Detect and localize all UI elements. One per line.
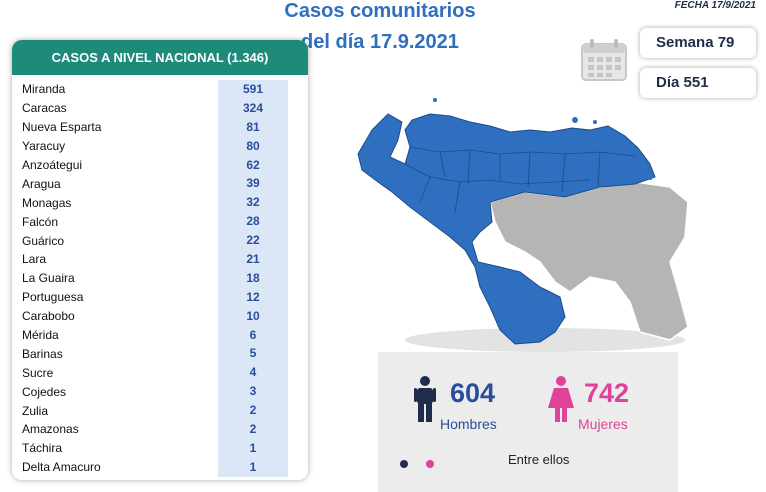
- case-count: 39: [218, 174, 288, 194]
- table-row: Amazonas 2: [20, 420, 296, 439]
- title-line-1: Casos comunitarios: [284, 0, 476, 22]
- table-row: Miranda 591: [20, 80, 296, 99]
- case-count: 22: [218, 231, 288, 251]
- case-count: 2: [218, 420, 288, 439]
- case-count: 1: [218, 457, 288, 477]
- case-count: 10: [218, 306, 288, 326]
- state-name: Carabobo: [22, 309, 75, 324]
- female-icon: [548, 376, 574, 422]
- state-name: Portuguesa: [22, 290, 84, 305]
- date-label: FECHA 17/9/2021: [674, 0, 756, 11]
- state-name: Yaracuy: [22, 139, 66, 154]
- table-row: Sucre 4: [20, 363, 296, 383]
- state-name: Zulia: [22, 403, 49, 418]
- table-row: Portuguesa 12: [20, 287, 296, 307]
- table-row: Táchira 1: [20, 438, 296, 458]
- state-name: Lara: [22, 252, 47, 267]
- dia-box: Día 551: [640, 68, 756, 98]
- state-name: Caracas: [22, 101, 67, 116]
- state-name: Monagas: [22, 195, 72, 210]
- case-count: 3: [218, 382, 288, 402]
- title-line-2: del día 17.9.2021: [301, 31, 459, 53]
- male-icon: [414, 376, 436, 422]
- case-count: 591: [218, 80, 288, 99]
- state-name: Anzoátegui: [22, 158, 83, 172]
- case-count: 32: [218, 193, 288, 213]
- state-name: Delta Amacuro: [22, 460, 101, 475]
- table-row: Lara 21: [20, 250, 296, 269]
- table-row: Monagas 32: [20, 193, 296, 213]
- state-name: Nueva Esparta: [22, 120, 102, 135]
- state-name: Táchira: [22, 441, 63, 456]
- table-row: Guárico 22: [20, 231, 296, 251]
- state-name: Aragua: [22, 176, 61, 191]
- table-row: Mérida 6: [20, 325, 296, 345]
- gender-stats-panel: 604 Hombres 742 Mujeres Entre ellos: [378, 352, 678, 492]
- state-name: Falcón: [22, 214, 59, 229]
- state-name: Miranda: [22, 82, 66, 97]
- table-row: Carabobo 10: [20, 306, 296, 326]
- case-count: 21: [218, 250, 288, 269]
- state-name: La Guaira: [22, 271, 75, 286]
- state-name: Sucre: [22, 365, 54, 380]
- national-cases-panel: CASOS A NIVEL NACIONAL (1.346) Miranda 59…: [12, 40, 308, 480]
- state-name: Guárico: [22, 233, 65, 248]
- female-label: Mujeres: [578, 416, 628, 432]
- table-row: Delta Amacuro 1: [20, 457, 296, 477]
- table-row: Caracas 324: [20, 98, 296, 118]
- case-count: 80: [218, 136, 288, 156]
- table-row: Yaracuy 80: [20, 136, 296, 156]
- table-row: Barinas 5: [20, 344, 296, 364]
- map-blue-region: [357, 113, 656, 345]
- case-count: 5: [218, 344, 288, 364]
- case-count: 28: [218, 212, 288, 232]
- case-count: 12: [218, 287, 288, 307]
- case-count: 324: [218, 98, 288, 118]
- case-count: 4: [218, 363, 288, 383]
- male-label: Hombres: [440, 416, 497, 432]
- page-title: Casos comunitarios del día 17.9.2021: [240, 0, 520, 58]
- case-count: 1: [218, 438, 288, 458]
- case-count: 18: [218, 268, 288, 288]
- table-row: Nueva Esparta 81: [20, 117, 296, 137]
- venezuela-map: [357, 98, 689, 352]
- cases-list: Miranda 591 Caracas 324 Nueva Esparta 81 Yarac…: [20, 80, 296, 477]
- case-count: 62: [218, 155, 288, 175]
- table-row: Falcón 28: [20, 212, 296, 232]
- table-row: Anzoátegui 62: [20, 155, 296, 175]
- entre-ellos-label: Entre ellos: [508, 452, 570, 467]
- case-count: 6: [218, 325, 288, 345]
- table-row: Aragua 39: [20, 174, 296, 194]
- panel-title: CASOS A NIVEL NACIONAL (1.346): [12, 40, 308, 75]
- female-mini-icon: [426, 460, 434, 468]
- calendar-icon: [581, 39, 627, 81]
- state-name: Barinas: [22, 346, 63, 361]
- case-count: 2: [218, 401, 288, 421]
- semana-box: Semana 79: [640, 28, 756, 58]
- male-mini-icon: [400, 460, 408, 468]
- state-name: Mérida: [22, 328, 59, 343]
- table-row: Cojedes 3: [20, 382, 296, 402]
- male-count: 604: [450, 378, 496, 408]
- state-name: Amazonas: [22, 422, 79, 437]
- table-row: Zulia 2: [20, 401, 296, 421]
- table-row: La Guaira 18: [20, 268, 296, 288]
- state-name: Cojedes: [22, 384, 67, 399]
- case-count: 81: [218, 117, 288, 137]
- female-count: 742: [584, 378, 630, 408]
